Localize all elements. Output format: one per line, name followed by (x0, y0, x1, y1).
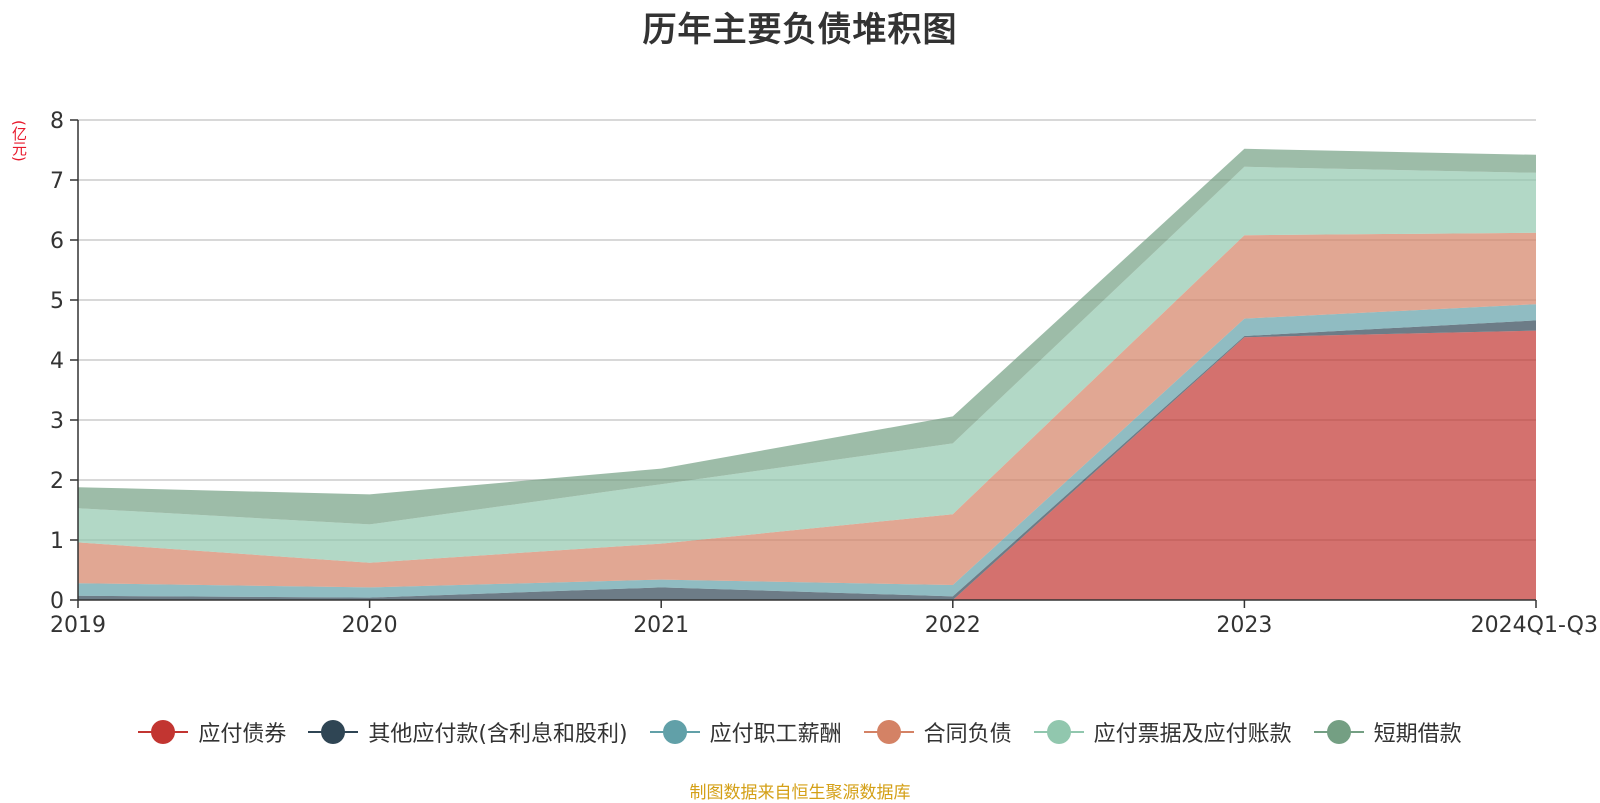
legend-label: 应付职工薪酬 (709, 722, 842, 747)
legend-label: 其他应付款(含利息和股利) (368, 722, 628, 747)
legend-marker-icon (1033, 720, 1084, 744)
y-tick-label: 2 (50, 469, 64, 494)
x-tick-label: 2019 (50, 613, 106, 638)
axes: 0 1 2 3 4 5 6 7 8 2019 2020 2021 2022 2023 2024Q1-Q3 (50, 109, 1598, 638)
y-tick-label: 7 (50, 169, 64, 194)
x-tick-label: 2020 (342, 613, 398, 638)
legend-marker-icon (138, 720, 189, 744)
y-tick-label: 8 (50, 109, 64, 134)
area-series-3 (78, 232, 1536, 588)
area-series (78, 148, 1536, 600)
area-series-0 (78, 330, 1536, 600)
y-tick-label: 6 (50, 229, 64, 254)
y-tick-label: 4 (50, 349, 64, 374)
stacked-area-chart: 0 1 2 3 4 5 6 7 8 2019 2020 2021 2022 2023 2024Q1-Q3 (50, 109, 1598, 638)
area-series-4 (78, 166, 1536, 563)
y-axis-unit: (亿元) (10, 120, 28, 162)
legend-marker-icon (1313, 720, 1364, 744)
area-series-5 (78, 148, 1536, 525)
legend-item-3[interactable]: 合同负债 (863, 716, 1012, 748)
legend-label: 应付债券 (198, 722, 287, 747)
x-tick-label: 2022 (925, 613, 981, 638)
x-tick-label: 2023 (1216, 613, 1272, 638)
legend-label: 短期借款 (1373, 722, 1462, 747)
legend-item-2[interactable]: 应付职工薪酬 (649, 716, 842, 748)
legend-item-1[interactable]: 其他应付款(含利息和股利) (308, 716, 628, 748)
legend-item-0[interactable]: 应付债券 (138, 716, 286, 748)
y-tick-label: 0 (50, 589, 64, 614)
legend: 应付债券 其他应付款(含利息和股利) 应付职工薪酬 合同负债 应付票据及应付账款 短期借款 (0, 716, 1600, 748)
y-tick-label: 3 (50, 409, 64, 434)
data-source-note: 制图数据来自恒生聚源数据库 (689, 783, 911, 803)
legend-label: 应付票据及应付账款 (1093, 722, 1292, 747)
legend-item-4[interactable]: 应付票据及应付账款 (1033, 716, 1292, 748)
legend-item-5[interactable]: 短期借款 (1313, 716, 1462, 748)
y-tick-label: 1 (50, 529, 64, 554)
legend-marker-icon (308, 720, 359, 744)
legend-marker-icon (863, 720, 914, 744)
legend-marker-icon (649, 720, 700, 744)
x-tick-label: 2021 (633, 613, 689, 638)
legend-label: 合同负债 (923, 722, 1012, 747)
y-tick-label: 5 (50, 289, 64, 314)
x-tick-label: 2024Q1-Q3 (1471, 613, 1598, 638)
chart-title: 历年主要负债堆积图 (642, 10, 958, 50)
